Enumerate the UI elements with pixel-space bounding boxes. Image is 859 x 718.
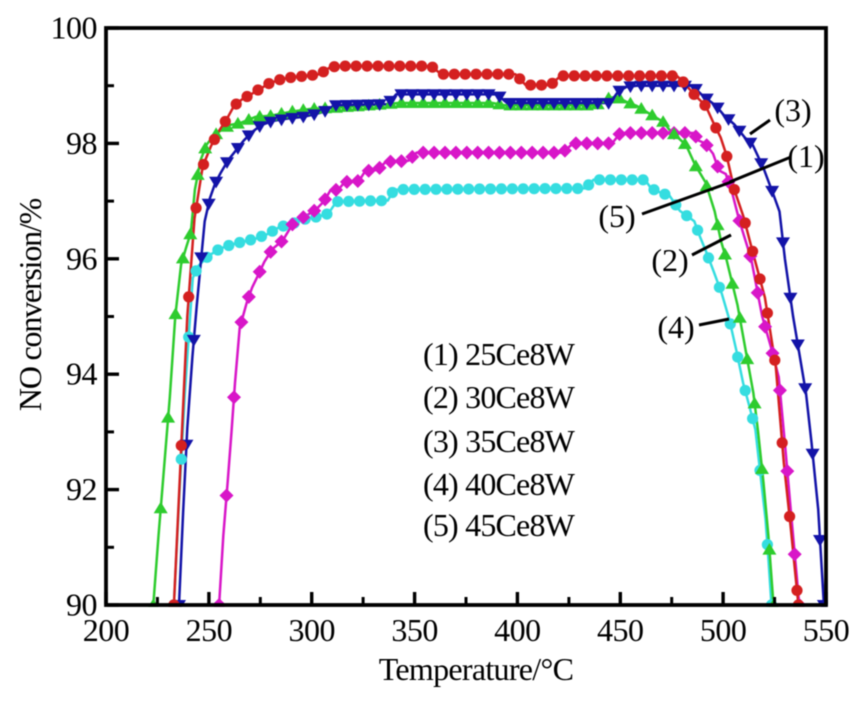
svg-text:500: 500 (700, 612, 747, 648)
svg-text:(4) 40Ce8W: (4) 40Ce8W (423, 466, 576, 502)
svg-text:(1) 25Ce8W: (1) 25Ce8W (423, 336, 576, 372)
svg-text:(5): (5) (598, 198, 635, 234)
svg-text:92: 92 (66, 471, 97, 507)
svg-text:(5) 45Ce8W: (5) 45Ce8W (423, 507, 576, 543)
svg-text:200: 200 (83, 612, 130, 648)
svg-text:300: 300 (288, 612, 335, 648)
svg-text:(2): (2) (651, 242, 688, 278)
svg-text:(3) 35Ce8W: (3) 35Ce8W (423, 423, 576, 459)
svg-text:100: 100 (51, 10, 98, 46)
svg-text:250: 250 (186, 612, 233, 648)
svg-text:400: 400 (494, 612, 541, 648)
svg-text:(3): (3) (774, 92, 811, 128)
svg-text:350: 350 (391, 612, 438, 648)
svg-text:NO conversion/%: NO conversion/% (12, 198, 48, 411)
svg-text:550: 550 (803, 612, 850, 648)
svg-text:450: 450 (597, 612, 644, 648)
svg-text:96: 96 (66, 240, 98, 276)
svg-text:(2) 30Ce8W: (2) 30Ce8W (423, 379, 576, 415)
svg-text:94: 94 (66, 356, 98, 392)
svg-text:Temperature/°C: Temperature/°C (379, 651, 573, 687)
svg-text:90: 90 (66, 587, 97, 623)
svg-text:98: 98 (66, 125, 97, 161)
svg-text:(1): (1) (787, 138, 824, 174)
svg-text:(4): (4) (657, 309, 694, 345)
